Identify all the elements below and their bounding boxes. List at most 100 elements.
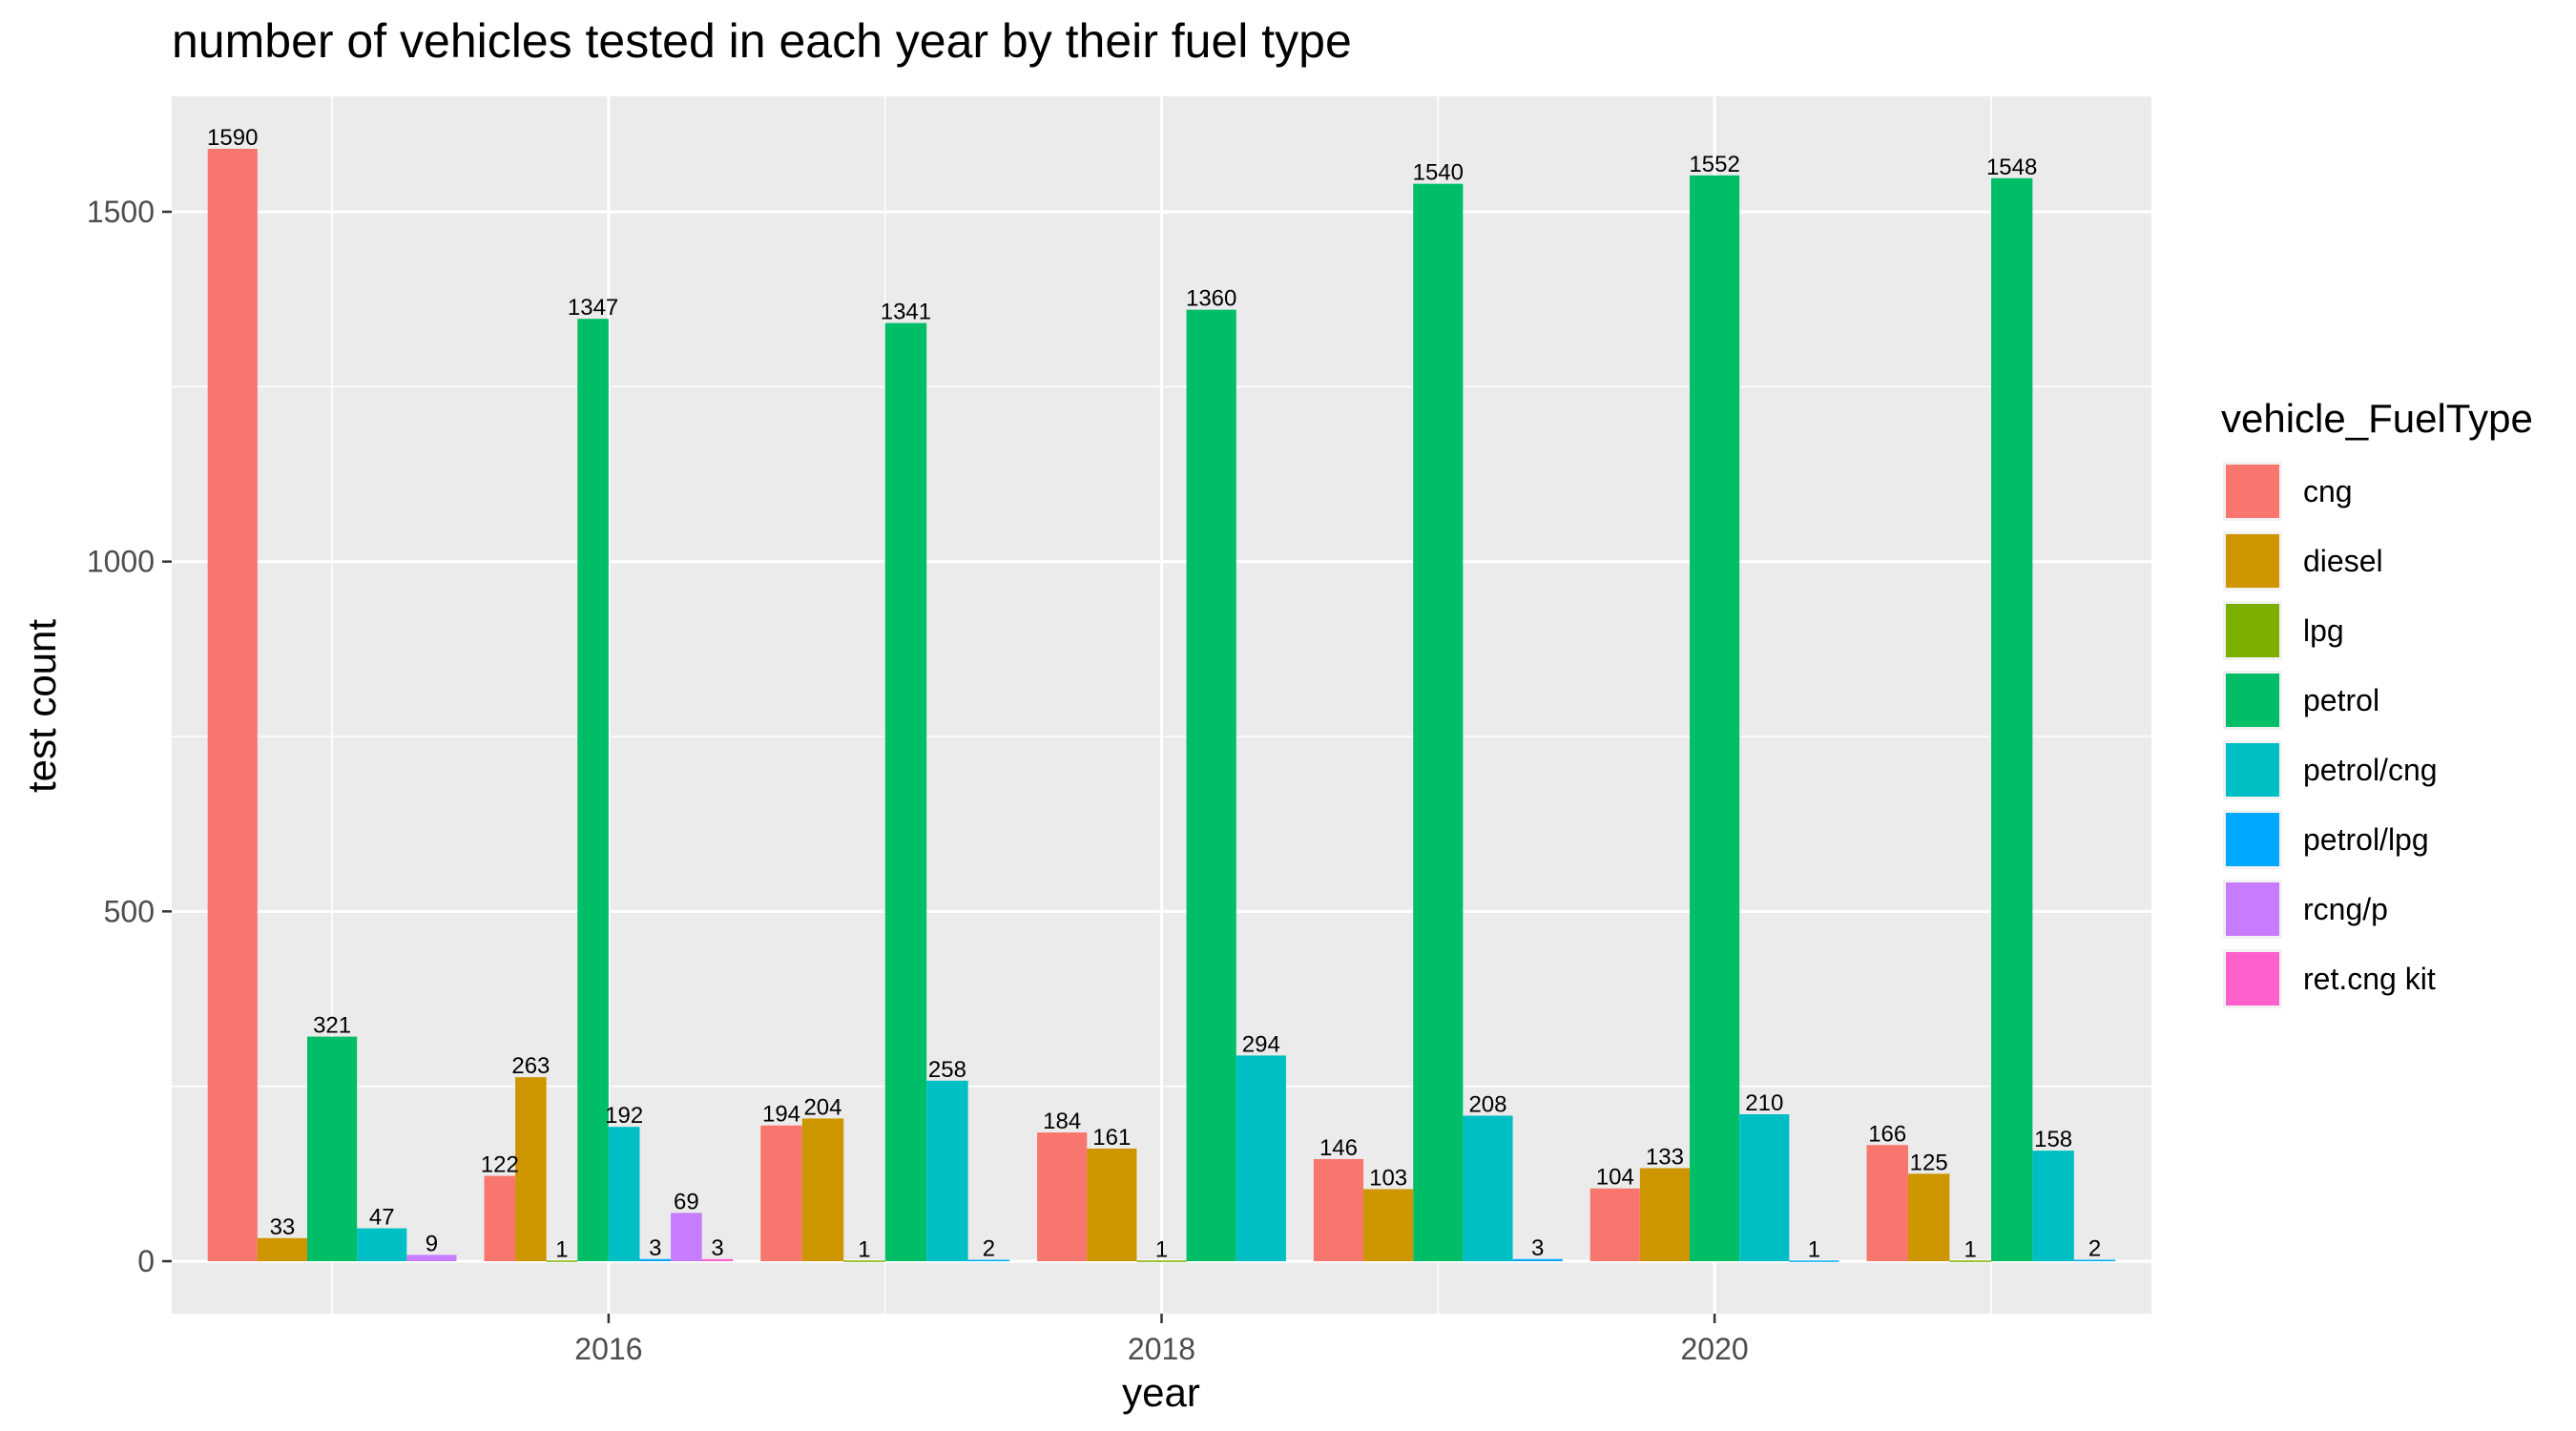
bars	[207, 149, 2116, 1262]
legend-label: petrol	[2303, 683, 2379, 717]
bar-value-label: 122	[481, 1152, 519, 1178]
bar-cng-2015	[207, 149, 258, 1261]
bar-petrol-cng-2019	[1463, 1115, 1513, 1261]
x-tick-label: 2020	[1681, 1332, 1749, 1366]
bar-value-label: 1552	[1689, 152, 1739, 177]
legend-label: lpg	[2303, 613, 2344, 648]
bar-cng-2020	[1589, 1188, 1640, 1261]
bar-value-label: 2	[983, 1236, 995, 1262]
bar-lpg-2021	[1949, 1260, 1991, 1262]
bar-value-label: 1	[858, 1236, 870, 1262]
y-axis-title: test count	[19, 619, 64, 793]
bar-value-label: 208	[1468, 1091, 1506, 1117]
bar-value-label: 1548	[1986, 155, 2037, 180]
y-tick-label: 1500	[87, 195, 155, 229]
bar-petrol-cng-2016	[608, 1127, 640, 1261]
chart-title: number of vehicles tested in each year b…	[172, 14, 1352, 68]
legend-swatch-ret-cng-kit	[2226, 952, 2279, 1006]
legend-title: vehicle_FuelType	[2221, 396, 2533, 441]
bar-value-label: 194	[762, 1102, 800, 1128]
bar-value-label: 321	[313, 1013, 351, 1039]
bar-petrol-2015	[307, 1036, 358, 1261]
bar-petrol-2021	[1990, 177, 2033, 1261]
bar-cng-2017	[760, 1125, 802, 1261]
bar-petrol-cng-2017	[926, 1080, 968, 1261]
bar-value-label: 3	[649, 1235, 661, 1261]
bar-value-label: 1360	[1186, 286, 1236, 312]
bar-diesel-2015	[257, 1237, 308, 1261]
bar-value-label: 166	[1868, 1121, 1906, 1147]
bar-value-label: 263	[511, 1053, 550, 1079]
legend-swatch-rcng-p	[2226, 882, 2279, 936]
legend-swatch-petrol	[2226, 674, 2279, 727]
bar-value-label: 1540	[1413, 160, 1464, 186]
bar-value-label: 158	[2034, 1127, 2072, 1152]
bar-value-label: 1	[555, 1236, 568, 1262]
bar-value-label: 192	[605, 1103, 643, 1129]
bar-value-label: 161	[1092, 1125, 1131, 1151]
y-tick-label: 0	[137, 1244, 155, 1278]
bar-value-label: 294	[1242, 1031, 1280, 1057]
bar-petrol-lpg-2021	[2073, 1259, 2116, 1262]
bar-value-label: 1341	[881, 300, 931, 325]
legend-label: petrol/cng	[2303, 753, 2438, 787]
bar-value-label: 47	[369, 1205, 395, 1231]
bar-value-label: 3	[711, 1235, 723, 1261]
bar-cng-2019	[1313, 1158, 1364, 1261]
bar-lpg-2017	[843, 1260, 885, 1262]
x-tick-label: 2016	[574, 1332, 642, 1366]
bar-diesel-2019	[1363, 1189, 1414, 1261]
bar-petrol-cng-2015	[357, 1228, 407, 1261]
bar-petrol-cng-2020	[1739, 1114, 1790, 1261]
bar-value-label: 258	[928, 1057, 966, 1083]
bar-value-label: 1	[1808, 1236, 1820, 1262]
bar-value-label: 204	[803, 1094, 841, 1120]
bar-value-label: 125	[1910, 1150, 1948, 1175]
legend-swatch-diesel	[2226, 534, 2279, 588]
legend-label: cng	[2303, 474, 2353, 508]
bar-diesel-2017	[801, 1118, 844, 1261]
bar-value-label: 1347	[568, 295, 618, 321]
bar-value-label: 1	[1963, 1236, 1976, 1262]
bar-diesel-2016	[515, 1077, 547, 1261]
bar-petrol-lpg-2020	[1789, 1260, 1839, 1262]
bar-petrol-lpg-2016	[639, 1258, 672, 1261]
bar-cng-2021	[1866, 1145, 1908, 1261]
legend-label: petrol/lpg	[2303, 822, 2429, 857]
bar-value-label: 1	[1155, 1236, 1168, 1262]
bar-lpg-2016	[546, 1260, 578, 1262]
bar-petrol-cng-2018	[1236, 1055, 1286, 1261]
legend-swatch-petrol-lpg	[2226, 813, 2279, 866]
bar-diesel-2021	[1907, 1173, 1950, 1261]
bar-value-label: 184	[1043, 1109, 1081, 1134]
bar-petrol-2018	[1186, 309, 1236, 1262]
plot-panel	[172, 96, 2151, 1314]
legend-swatch-petrol-cng	[2226, 743, 2279, 797]
bar-petrol-2020	[1690, 175, 1740, 1261]
bar-diesel-2018	[1087, 1148, 1137, 1261]
bar-diesel-2020	[1639, 1168, 1691, 1261]
bar-petrol-lpg-2019	[1512, 1258, 1563, 1261]
y-tick-label: 1000	[87, 545, 155, 579]
bar-value-label: 104	[1596, 1165, 1634, 1191]
bar-rcng-p-2016	[671, 1213, 702, 1261]
legend-label: rcng/p	[2303, 892, 2388, 926]
legend-label: diesel	[2303, 544, 2383, 578]
bar-cng-2018	[1037, 1132, 1088, 1261]
legend-label: ret.cng kit	[2303, 962, 2436, 996]
x-axis-title: year	[1122, 1370, 1200, 1415]
bar-value-label: 2	[2088, 1236, 2101, 1262]
x-tick-label: 2018	[1128, 1332, 1195, 1366]
bar-value-label: 210	[1745, 1090, 1783, 1116]
bar-petrol-lpg-2017	[967, 1259, 1010, 1262]
bar-petrol-2017	[884, 322, 927, 1262]
bar-value-label: 146	[1319, 1135, 1358, 1161]
legend-swatch-cng	[2226, 465, 2279, 518]
bar-petrol-cng-2021	[2032, 1151, 2074, 1261]
bar-rcng-p-2015	[406, 1255, 457, 1261]
bar-value-label: 103	[1369, 1165, 1407, 1191]
bar-value-label: 69	[674, 1189, 699, 1214]
